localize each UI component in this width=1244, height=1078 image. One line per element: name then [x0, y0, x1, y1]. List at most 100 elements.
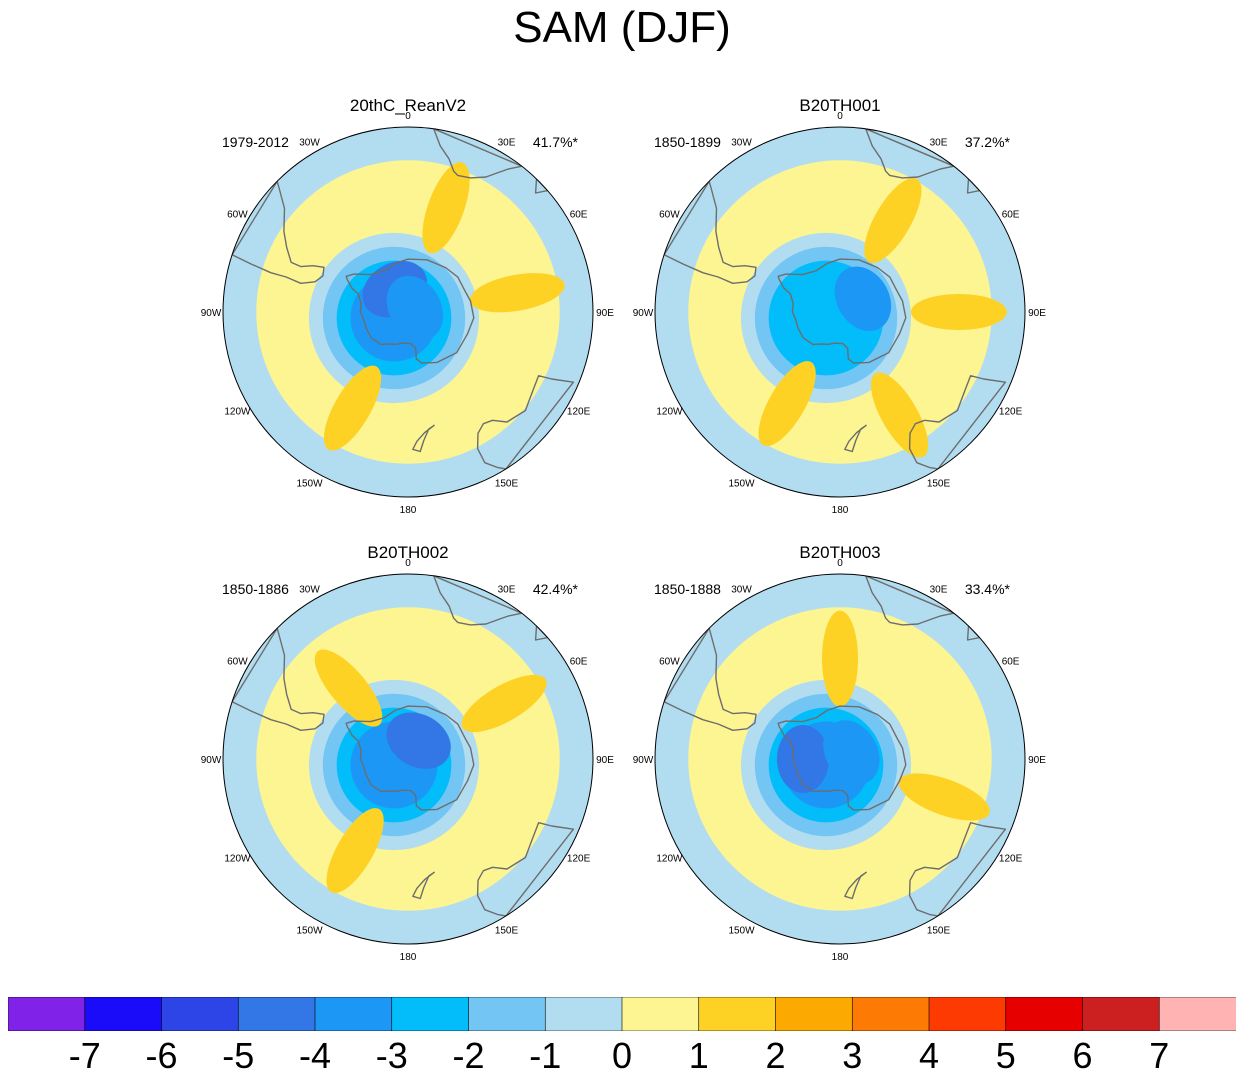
longitude-label: 90W [633, 308, 654, 319]
colorbar-label: -7 [68, 1035, 101, 1076]
longitude-label: 0 [837, 111, 843, 122]
anomaly-center [422, 162, 470, 254]
panel-title: B20TH002 [367, 543, 448, 562]
longitude-label: 150E [495, 926, 519, 937]
coastline [345, 705, 475, 811]
longitude-label: 60E [1002, 210, 1020, 221]
coastline [412, 871, 435, 900]
longitude-label: 120W [656, 407, 683, 418]
map-boundary [222, 573, 594, 945]
coastline [844, 871, 867, 900]
longitude-label: 0 [405, 558, 411, 569]
colorbar-swatch [237, 997, 316, 1031]
figure-title: SAM (DJF) [513, 3, 731, 52]
colorbar-label: 3 [842, 1035, 863, 1076]
panel-years: 1850-1888 [654, 581, 721, 597]
colorbar-swatch [1082, 997, 1160, 1031]
anomaly-center [910, 294, 1007, 330]
longitude-label: 90W [201, 308, 222, 319]
colorbar [8, 997, 1236, 1031]
map-boundary [654, 126, 1026, 498]
coastline [844, 424, 867, 453]
longitude-label: 150W [728, 926, 755, 937]
longitude-label: 30W [731, 137, 752, 148]
longitude-label: 60W [659, 657, 680, 668]
colorbar-swatch [391, 997, 470, 1031]
panel-variance: 41.7%* [533, 134, 579, 150]
colorbar-swatch [544, 997, 623, 1031]
longitude-label: 90E [1028, 308, 1046, 319]
map-panel: B20TH001 1850-1899 37.2%* 0 30E 60E 90E 120E 150… [633, 96, 1047, 516]
panel-title: B20TH001 [799, 96, 880, 115]
longitude-label: 150W [728, 479, 755, 490]
coastline [345, 258, 475, 364]
map-boundary [654, 573, 1026, 945]
colorbar-swatch [8, 997, 86, 1031]
longitude-label: 60E [1002, 657, 1020, 668]
coastline [433, 575, 523, 626]
longitude-label: 180 [832, 952, 849, 963]
coastline [433, 128, 523, 179]
longitude-label: 30E [498, 137, 516, 148]
map-panel: 20thC_ReanV2 1979-2012 41.7%* 0 30E 60E 90E 120… [201, 96, 615, 516]
longitude-label: 90E [596, 755, 614, 766]
longitude-label: 60E [570, 210, 588, 221]
colorbar-swatch [468, 997, 546, 1031]
anomaly-center [326, 808, 384, 894]
anomaly-center [469, 273, 565, 313]
longitude-label: 90W [201, 755, 222, 766]
colorbar-label: 4 [918, 1035, 940, 1076]
longitude-label: 90E [1028, 755, 1046, 766]
panel-years: 1850-1899 [654, 134, 721, 150]
colorbar-swatch [84, 997, 163, 1031]
longitude-label: 60W [227, 657, 248, 668]
anomaly-center [386, 275, 444, 341]
map-boundary [222, 126, 594, 498]
colorbar-labels: -7 -6 -5 -4 -3 -2 -1 0 1 2 3 4 5 6 7 [0, 1036, 1244, 1076]
colorbar-label: -5 [222, 1035, 255, 1076]
map-panel: B20TH002 1850-1886 42.4%* 0 30E 60E 90E 120E 150… [201, 543, 615, 963]
panel-years: 1850-1886 [222, 581, 289, 597]
longitude-label: 60W [659, 210, 680, 221]
coastline [908, 375, 1007, 470]
coastline [865, 575, 955, 626]
anomaly-center [898, 773, 990, 821]
coastline [412, 424, 435, 453]
colorbar-swatch [621, 997, 700, 1031]
longitude-label: 180 [832, 505, 849, 516]
longitude-label: 30E [930, 584, 948, 595]
colorbar-label: -2 [452, 1035, 485, 1076]
anomaly-center [314, 649, 383, 727]
longitude-label: 30W [731, 584, 752, 595]
anomaly-center [461, 674, 547, 733]
coastline [476, 375, 575, 470]
longitude-label: 30W [299, 137, 320, 148]
coastline [476, 822, 575, 917]
longitude-label: 0 [405, 111, 411, 122]
longitude-label: 120W [224, 407, 251, 418]
longitude-label: 60E [570, 657, 588, 668]
longitude-label: 30W [299, 584, 320, 595]
longitude-label: 150E [495, 479, 519, 490]
longitude-label: 150W [296, 479, 323, 490]
colorbar-label: -3 [375, 1035, 408, 1076]
coastline [865, 128, 955, 179]
longitude-label: 120E [567, 854, 591, 865]
coastline [663, 180, 757, 284]
coastline [908, 822, 1007, 917]
panel-title: B20TH003 [799, 543, 880, 562]
panel-title: 20thC_ReanV2 [350, 96, 466, 115]
longitude-label: 150E [927, 926, 951, 937]
colorbar-swatch [1005, 997, 1084, 1031]
anomaly-center [864, 177, 922, 263]
longitude-label: 30E [930, 137, 948, 148]
colorbar-swatch [928, 997, 1007, 1031]
colorbar-label: 2 [765, 1035, 786, 1076]
longitude-label: 120E [567, 407, 591, 418]
colorbar-label: -4 [298, 1035, 331, 1076]
colorbar-label: 1 [688, 1035, 709, 1076]
colorbar-swatch [1158, 997, 1236, 1031]
anomaly-center [758, 361, 816, 447]
panel-variance: 42.4%* [533, 581, 579, 597]
longitude-label: 120W [224, 854, 251, 865]
